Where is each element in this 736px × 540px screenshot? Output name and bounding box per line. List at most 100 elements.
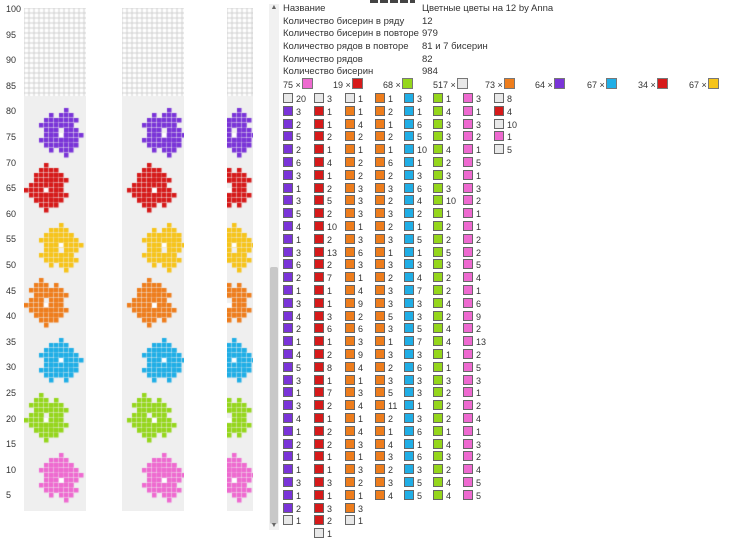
bead-count-cell: 1	[345, 515, 363, 527]
bead-count: 3	[327, 311, 333, 322]
bead-count: 2	[296, 119, 302, 130]
bead-color-square	[345, 285, 355, 295]
legend-times: ×	[699, 80, 707, 90]
bead-color-square	[433, 477, 443, 487]
bead-count: 1	[358, 516, 364, 527]
bead-count-cell: 1	[433, 93, 451, 105]
scroll-up-icon[interactable]: ▲	[270, 4, 278, 11]
bead-count: 4	[358, 286, 364, 296]
bead-color-square	[283, 297, 293, 308]
scroll-down-icon[interactable]: ▼	[270, 522, 278, 529]
bead-color-square	[433, 195, 443, 206]
bead-count: 6	[327, 324, 333, 335]
bead-count: 4	[296, 222, 302, 232]
bead-pattern-preview	[227, 8, 253, 511]
scrollbar-thumb[interactable]	[270, 267, 278, 524]
bead-color-square	[345, 374, 355, 385]
bead-count: 5	[476, 158, 482, 168]
bead-count: 1	[388, 145, 394, 156]
bead-count-cell: 6	[345, 246, 364, 259]
row-number-axis: 100 95 90 85 80 75 70 65 60 55 50 45 40 35 30 25 20 15 10 5	[0, 0, 22, 533]
bead-count: 3	[296, 196, 302, 207]
bead-count-cell: 3	[283, 105, 301, 118]
bead-color-square	[433, 144, 443, 155]
bead-color-square	[375, 285, 385, 295]
bead-count-cell: 9	[463, 310, 482, 323]
bead-color-square	[375, 387, 385, 398]
bead-count-cell: 3	[404, 93, 422, 105]
bead-count-cell: 13	[463, 336, 486, 348]
bead-count: 5	[327, 196, 333, 207]
bead-count: 4	[296, 350, 302, 360]
bead-count: 4	[417, 273, 423, 284]
bead-count: 7	[327, 388, 333, 399]
bead-count: 1	[388, 94, 394, 104]
legend-item: 73 ×	[485, 78, 515, 92]
bead-count: 2	[476, 234, 482, 245]
bead-count: 1	[327, 286, 333, 296]
bead-color-square	[463, 425, 473, 436]
bead-count: 2	[446, 234, 452, 245]
legend-swatch	[351, 78, 363, 89]
bead-count-cell: 1	[345, 221, 363, 233]
bead-color-square	[283, 361, 293, 372]
bead-count: 1	[476, 106, 482, 117]
bead-count-cell: 2	[375, 221, 393, 233]
bead-count-cell: 7	[404, 336, 422, 348]
bead-color-square	[433, 425, 443, 436]
bead-color-square	[345, 105, 355, 116]
bead-color-square	[283, 515, 293, 526]
legend-times: ×	[343, 80, 351, 90]
legend-times: ×	[448, 80, 456, 90]
bead-color-square	[375, 221, 385, 231]
axis-label: 50	[6, 260, 17, 270]
bead-count-cell: 1	[463, 208, 481, 220]
bead-count-cell: 11	[375, 400, 397, 412]
bead-count: 9	[476, 311, 482, 322]
bead-color-square	[345, 208, 355, 219]
bead-count-cell: 6	[404, 361, 422, 374]
bead-count: 3	[358, 337, 364, 348]
info-row: Количество рядов в повторе 81 и 7 бисерин	[283, 41, 488, 53]
bead-count-cell: 5	[375, 310, 393, 323]
bead-count: 20	[296, 94, 307, 104]
bead-count-cell: 3	[433, 451, 451, 463]
bead-count: 6	[358, 247, 364, 258]
bead-count: 4	[507, 106, 513, 117]
scrollbar[interactable]: ▲ ▼	[269, 4, 279, 530]
bead-pattern-rope	[122, 8, 184, 511]
bead-count-cell: 6	[283, 259, 301, 271]
bead-count: 2	[327, 350, 333, 360]
bead-count: 3	[476, 439, 482, 450]
bead-count-cell: 3	[463, 438, 482, 451]
bead-count: 3	[417, 260, 423, 271]
bead-count: 3	[327, 503, 333, 514]
bead-count: 3	[388, 183, 394, 194]
bead-count-cell: 2	[314, 131, 332, 143]
bead-count: 2	[388, 196, 394, 207]
bead-count-cell: 5	[283, 131, 301, 143]
bead-count-cell: 1	[375, 246, 393, 259]
bead-count: 3	[446, 375, 452, 386]
bead-count-cell: 3	[433, 182, 451, 195]
bead-color-square	[345, 361, 355, 372]
bead-color-square	[494, 118, 504, 129]
bead-color-square	[463, 451, 473, 462]
bead-count-cell: 3	[404, 349, 422, 361]
bead-count: 1	[358, 222, 364, 232]
bead-count: 5	[417, 490, 423, 501]
bead-count-cell: 2	[375, 413, 393, 425]
bead-color-square	[345, 246, 355, 257]
axis-label: 10	[6, 464, 17, 475]
bead-color-square	[404, 374, 414, 385]
bead-color-square	[314, 131, 324, 142]
bead-color-square	[314, 413, 324, 423]
bead-count-cell: 1	[345, 144, 363, 156]
bead-count: 4	[358, 362, 364, 373]
axis-label: 5	[6, 490, 12, 501]
axis-label: 80	[6, 106, 17, 117]
bead-count-cell: 1	[404, 221, 422, 233]
bead-count-cell: 2	[314, 515, 332, 527]
bead-count-cell: 2	[375, 195, 393, 207]
bead-color-square	[433, 118, 443, 129]
